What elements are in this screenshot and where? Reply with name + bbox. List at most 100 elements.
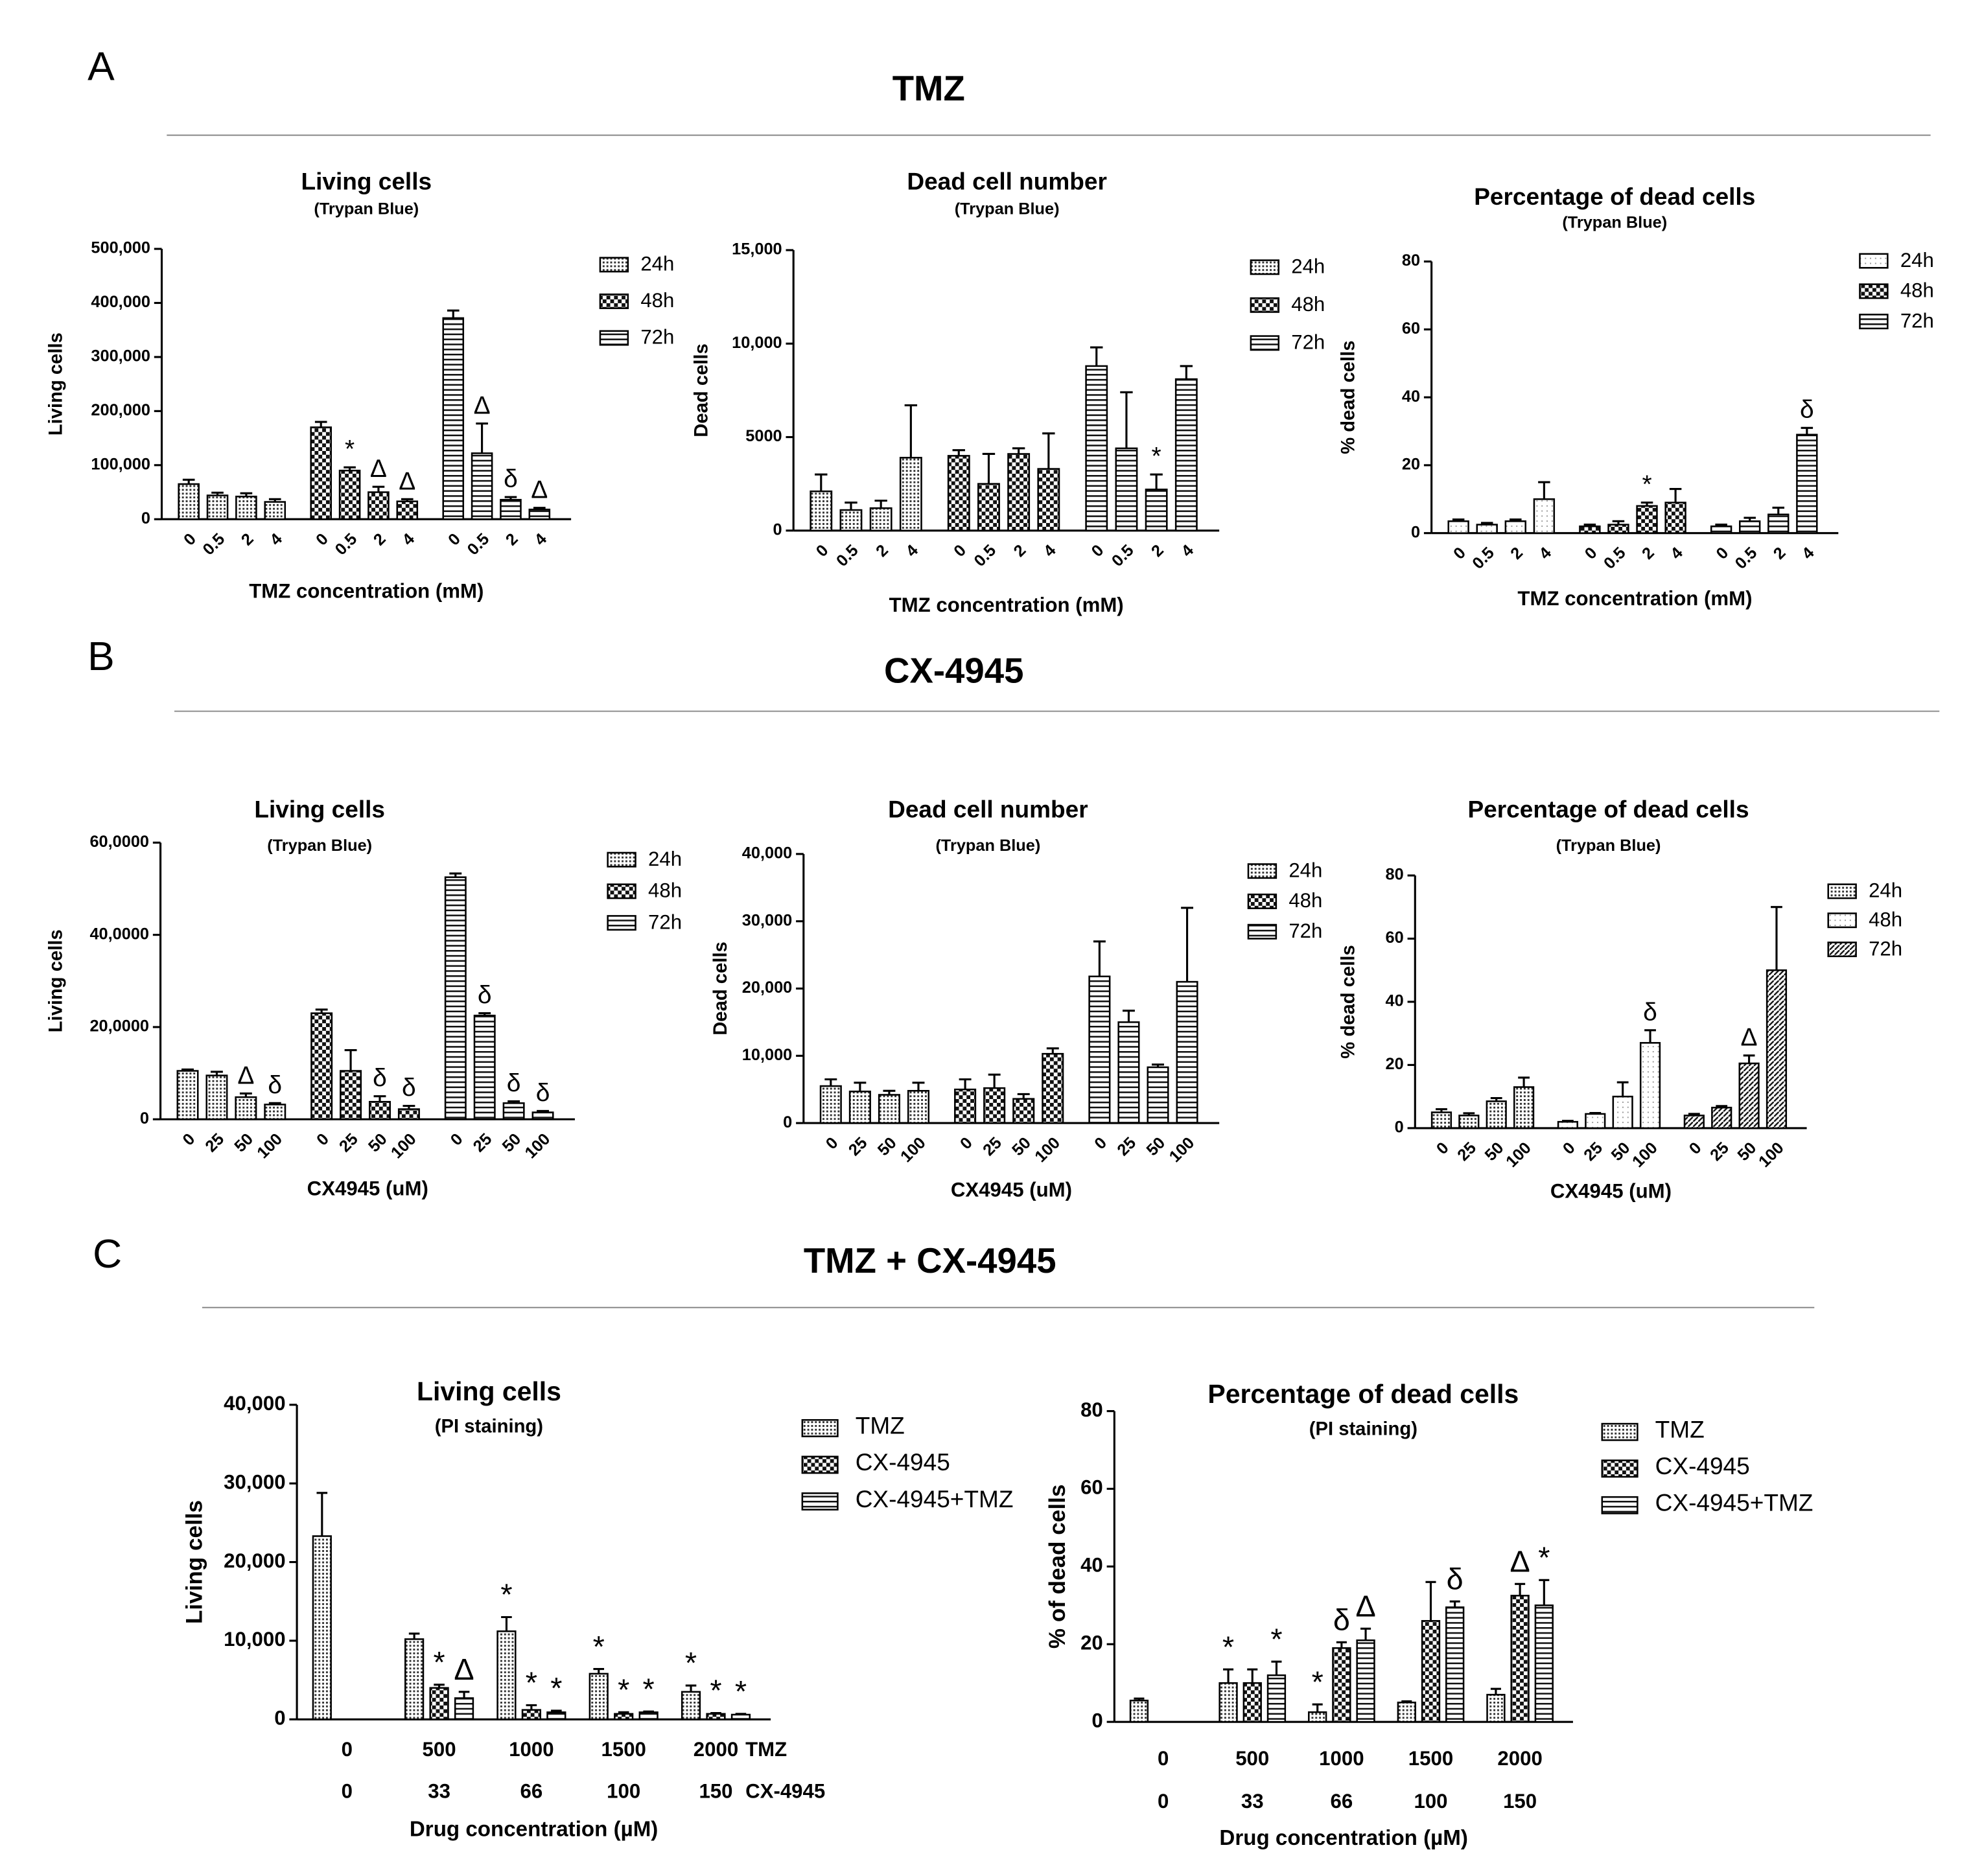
x-tick-label: 0 — [342, 1780, 353, 1803]
bar — [396, 500, 419, 520]
annotation: * — [593, 1630, 605, 1663]
bar — [176, 1070, 199, 1120]
x-tick-label: 100 — [1031, 1134, 1064, 1166]
bar — [1447, 520, 1469, 534]
annotation: * — [1270, 1622, 1282, 1656]
annotation: * — [500, 1578, 512, 1612]
x-tick-label: 0 — [1713, 544, 1732, 563]
x-tick-label: 25 — [979, 1134, 1005, 1160]
bar — [878, 1094, 900, 1124]
chart-title: Living cells — [301, 167, 432, 194]
y-tick-label: 40 — [1386, 992, 1404, 1010]
error-bar — [1771, 906, 1782, 971]
error-bar — [268, 1102, 281, 1105]
error-bar — [240, 492, 253, 497]
bar — [1397, 1701, 1416, 1723]
error-bar — [1616, 1081, 1629, 1097]
x-tick-label: 25 — [1580, 1139, 1606, 1164]
bar — [1007, 453, 1031, 532]
x-tick-label: 2 — [238, 530, 257, 550]
error-bar — [845, 501, 857, 511]
bar — [839, 509, 863, 532]
error-bar — [314, 421, 327, 428]
error-bar — [952, 449, 965, 456]
x-tick-label: 0 — [445, 530, 464, 550]
x-tick-label: 0 — [1433, 1139, 1452, 1158]
x-tick-label: 4 — [1667, 544, 1686, 563]
error-bar — [447, 309, 460, 318]
legend-swatch — [1247, 863, 1277, 879]
x-tick-label: 100 — [1755, 1139, 1788, 1171]
legend-label: 72h — [648, 910, 682, 933]
error-bar — [1640, 501, 1653, 506]
x-tick-label: 2 — [1507, 544, 1526, 563]
x-tick-label: 0.5 — [1600, 544, 1629, 573]
bar — [730, 1713, 751, 1720]
x-tick-label: 0 — [1559, 1139, 1579, 1158]
error-bar — [1425, 1581, 1436, 1621]
y-axis-label: Dead cells — [692, 343, 712, 437]
bar — [1012, 1098, 1035, 1124]
y-tick-label: 500,000 — [91, 239, 150, 257]
error-bar — [1772, 506, 1785, 515]
annotation: Δ — [454, 1652, 474, 1686]
x-axis-label: CX4945 (uM) — [951, 1179, 1072, 1201]
error-bar — [904, 404, 918, 458]
x-tick-label: 0 — [180, 1130, 199, 1150]
y-tick-label: 200,000 — [91, 401, 150, 419]
y-tick-label: 40,000 — [224, 1392, 285, 1415]
legend-swatch — [1250, 259, 1280, 275]
bar — [1308, 1711, 1327, 1723]
error-bar — [181, 1068, 194, 1071]
error-bar — [316, 1492, 328, 1536]
x-tick-label: 2 — [370, 530, 390, 550]
annotation: δ — [478, 982, 492, 1010]
y-tick-label: 20,000 — [224, 1549, 285, 1572]
error-bar — [988, 1073, 1001, 1089]
annotation: * — [550, 1671, 562, 1705]
x-axis-label: CX4945 (uM) — [1550, 1180, 1672, 1203]
bar — [1612, 1095, 1633, 1129]
legend-swatch — [607, 851, 636, 868]
x-tick-label: 500 — [423, 1738, 456, 1761]
x-axis-label: Drug concentration (µM) — [410, 1818, 658, 1842]
x-tick-label: 100 — [1414, 1790, 1447, 1812]
bar — [1486, 1100, 1507, 1129]
y-tick-label: 10,000 — [742, 1046, 792, 1064]
y-tick-label: 30,000 — [224, 1470, 285, 1493]
annotation: * — [735, 1674, 747, 1708]
chart-title: Percentage of dead cells — [1467, 795, 1749, 822]
error-bar — [401, 498, 414, 502]
x-tick-label: 50 — [365, 1130, 391, 1156]
legend-swatch — [1601, 1422, 1639, 1441]
annotation: δ — [1447, 1562, 1464, 1595]
error-bar — [618, 1711, 629, 1714]
bar — [1115, 447, 1138, 532]
error-bar — [735, 1713, 747, 1715]
x-tick-label: 150 — [699, 1780, 732, 1803]
error-bar — [1271, 1660, 1282, 1676]
y-tick-label: 15,000 — [732, 240, 782, 259]
chart-title: Percentage of dead cells — [1474, 183, 1755, 210]
error-bar — [1589, 1111, 1602, 1115]
bar — [471, 452, 493, 520]
annotation: Δ — [531, 476, 548, 504]
legend-swatch — [1247, 893, 1277, 909]
error-bar — [1518, 1076, 1530, 1087]
y-tick-label: 100,000 — [91, 455, 150, 473]
bar — [1664, 502, 1686, 534]
error-bar — [982, 452, 996, 484]
x-tick-label: 100 — [1629, 1139, 1661, 1171]
y-tick-label: 400,000 — [91, 293, 150, 311]
x-tick-label: 0.5 — [200, 530, 229, 559]
y-tick-label: 0 — [1091, 1709, 1102, 1731]
y-tick-label: 40,0000 — [89, 925, 149, 943]
error-bar — [1538, 481, 1550, 500]
bar — [473, 1014, 496, 1120]
y-tick-label: 20 — [1402, 456, 1420, 474]
panel-title: TMZ — [892, 69, 965, 108]
y-tick-label: 0 — [274, 1706, 285, 1729]
x-tick-label: 1000 — [509, 1738, 554, 1761]
error-bar — [1449, 1600, 1460, 1608]
bar — [1147, 1066, 1169, 1124]
